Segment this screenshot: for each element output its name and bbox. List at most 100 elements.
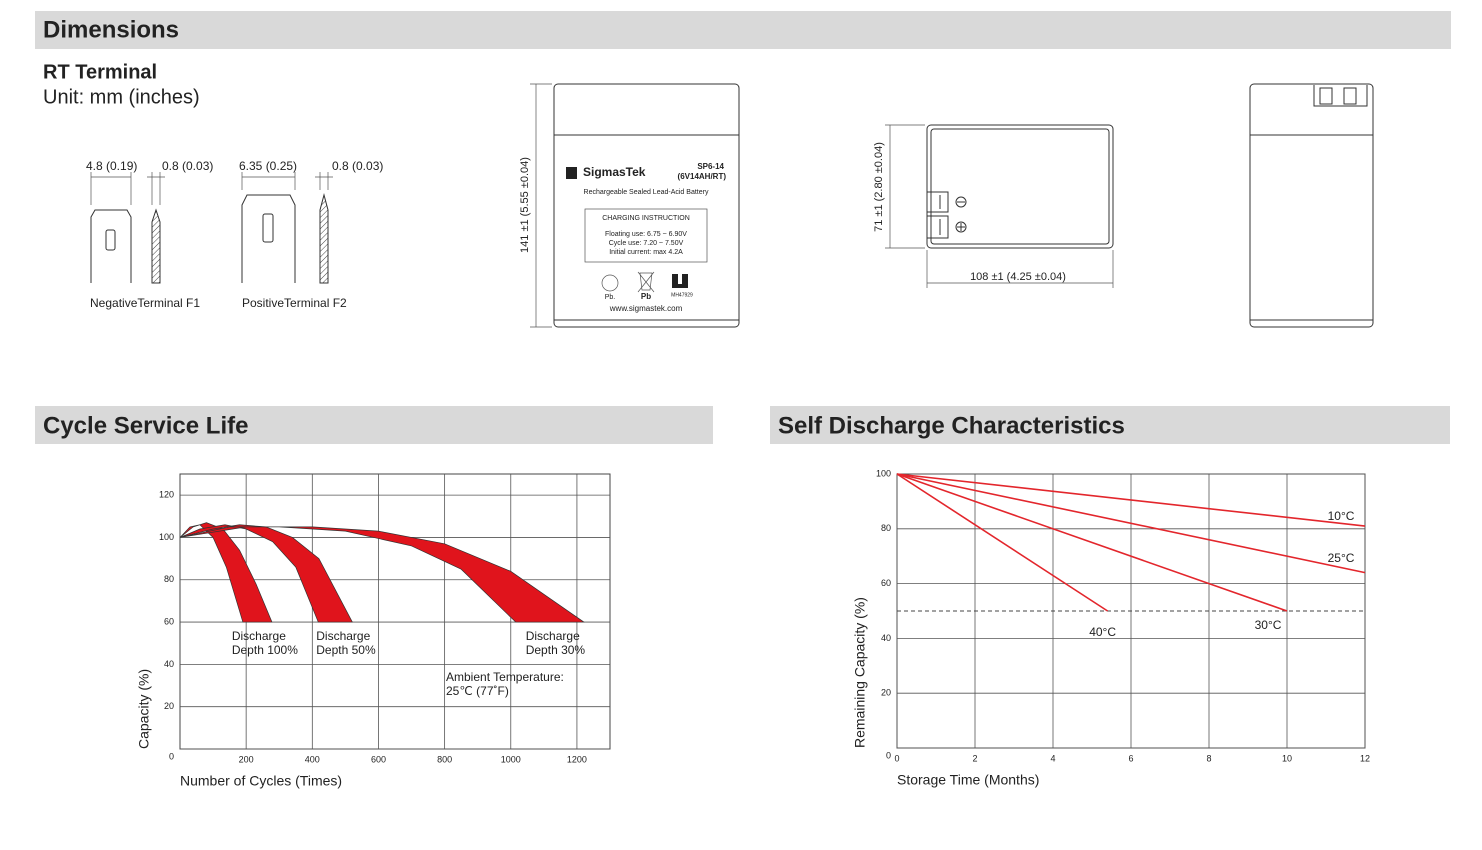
x-tick-label: 600 xyxy=(371,754,386,764)
y-tick-label: 20 xyxy=(881,688,891,698)
y-axis-label: Capacity (%) xyxy=(136,669,152,749)
x-axis-label: Number of Cycles (Times) xyxy=(180,773,342,789)
y-tick-label: 120 xyxy=(159,490,174,500)
battery-body xyxy=(1249,83,1374,328)
section-bar xyxy=(35,406,713,444)
terminal-side xyxy=(319,193,329,284)
series-label: 30°C xyxy=(1255,618,1282,632)
mark: MH47929 xyxy=(671,292,693,298)
x-tick-label: 0 xyxy=(894,753,899,763)
series-label: 25°C xyxy=(1328,551,1355,565)
y-tick-label: 20 xyxy=(164,701,174,711)
section-title: Cycle Service Life xyxy=(43,412,248,439)
dimension-lines xyxy=(90,172,165,205)
dimension-label: 0.8 (0.03) xyxy=(162,159,213,173)
series-line xyxy=(896,473,1366,574)
battery-body xyxy=(926,124,1114,249)
dimension-label: 108 ±1 (4.25 ±0.04) xyxy=(970,271,1066,283)
band-label: Depth 50% xyxy=(316,643,376,657)
series-label: 40°C xyxy=(1089,625,1116,639)
annotation: Ambient Temperature: xyxy=(446,670,564,684)
positive-symbol xyxy=(957,223,965,231)
dimensions-section: Dimensions RT Terminal Unit: mm (inches)… xyxy=(35,11,1451,328)
battery-top: 71 ±1 (2.80 ±0.04) 108 ±1 (4.25 ±0.04) xyxy=(873,124,1114,288)
band-label: Depth 100% xyxy=(232,643,298,657)
series-line xyxy=(896,473,1366,527)
website: www.sigmastek.com xyxy=(609,304,683,313)
annotation: 25℃ (77˚F) xyxy=(446,684,509,698)
section-bar xyxy=(35,11,1451,49)
mark: Pb xyxy=(641,292,651,301)
section-title: Dimensions xyxy=(43,16,179,43)
battery-lines xyxy=(554,134,739,321)
band xyxy=(179,526,585,623)
negative-terminal: 4.8 (0.19) 0.8 (0.03) NegativeTerminal F… xyxy=(86,159,213,310)
ul-icon xyxy=(672,274,688,288)
x-tick-label: 800 xyxy=(437,754,452,764)
x-axis-label: Storage Time (Months) xyxy=(897,772,1039,788)
band xyxy=(179,524,353,623)
y-tick-label: 100 xyxy=(159,532,174,542)
series-line xyxy=(896,473,1109,612)
terminals xyxy=(927,191,949,239)
section-bar xyxy=(770,406,1450,444)
unit: Unit: mm (inches) xyxy=(43,86,200,108)
band xyxy=(179,522,273,623)
instruction: Floating use: 6.75 ~ 6.90V xyxy=(605,231,687,238)
band-label: Discharge xyxy=(526,629,580,643)
terminal-label: PositiveTerminal F2 xyxy=(242,296,347,310)
instruction-box xyxy=(584,208,708,263)
x-tick-label: 12 xyxy=(1360,753,1370,763)
y-tick-label: 0 xyxy=(169,751,174,761)
series-label: 10°C xyxy=(1328,509,1355,523)
dimension-label: 6.35 (0.25) xyxy=(239,159,297,173)
x-tick-label: 200 xyxy=(239,754,254,764)
dimension-label: 0.8 (0.03) xyxy=(332,159,383,173)
positive-terminal: 6.35 (0.25) 0.8 (0.03) PositiveTerminal … xyxy=(239,159,383,310)
terminal-label: NegativeTerminal F1 xyxy=(90,296,200,310)
band-label: Discharge xyxy=(316,629,370,643)
battery-inner xyxy=(930,128,1110,245)
terminal-slot xyxy=(262,213,274,243)
y-tick-label: 40 xyxy=(881,633,891,643)
x-tick-label: 1000 xyxy=(501,754,521,764)
mark: Pb. xyxy=(605,294,616,301)
battery-side xyxy=(1249,83,1374,328)
terminal-slot xyxy=(105,229,116,251)
terminal-front xyxy=(241,194,296,283)
x-tick-label: 2 xyxy=(972,753,977,763)
dimension-label: 4.8 (0.19) xyxy=(86,159,137,173)
x-tick-label: 8 xyxy=(1206,753,1211,763)
x-tick-label: 1200 xyxy=(567,754,587,764)
dimension-label: 141 ±1 (5.55 ±0.04) xyxy=(519,157,531,253)
positive-symbol xyxy=(955,221,967,233)
x-tick-label: 6 xyxy=(1128,753,1133,763)
y-tick-label: 40 xyxy=(164,659,174,669)
y-axis-label: Remaining Capacity (%) xyxy=(852,597,868,748)
subtitle: RT Terminal xyxy=(43,61,157,83)
description: Rechargeable Sealed Lead-Acid Battery xyxy=(584,189,709,196)
instruction: Initial current: max 4.2A xyxy=(609,249,683,256)
x-tick-label: 400 xyxy=(305,754,320,764)
logo xyxy=(566,167,577,179)
terminal-side xyxy=(151,208,161,284)
bin-icon xyxy=(637,271,655,293)
battery-body xyxy=(553,83,740,328)
terminals xyxy=(1313,85,1368,107)
series-line xyxy=(896,473,1288,612)
battery-front: SigmasTek SP6-14 (6V14AH/RT) Rechargeabl… xyxy=(519,83,740,328)
spec: (6V14AH/RT) xyxy=(678,172,727,181)
x-tick-label: 4 xyxy=(1050,753,1055,763)
section-title: Self Discharge Characteristics xyxy=(778,412,1125,439)
dimension-lines xyxy=(530,83,552,328)
negative-symbol xyxy=(955,196,967,208)
battery-lines xyxy=(1250,134,1373,321)
recycle-icon xyxy=(601,274,619,292)
band-label: Discharge xyxy=(232,629,286,643)
instruction: Cycle use: 7.20 ~ 7.50V xyxy=(609,240,684,247)
band-label: Depth 30% xyxy=(526,643,586,657)
brand: SigmasTek xyxy=(583,165,646,179)
